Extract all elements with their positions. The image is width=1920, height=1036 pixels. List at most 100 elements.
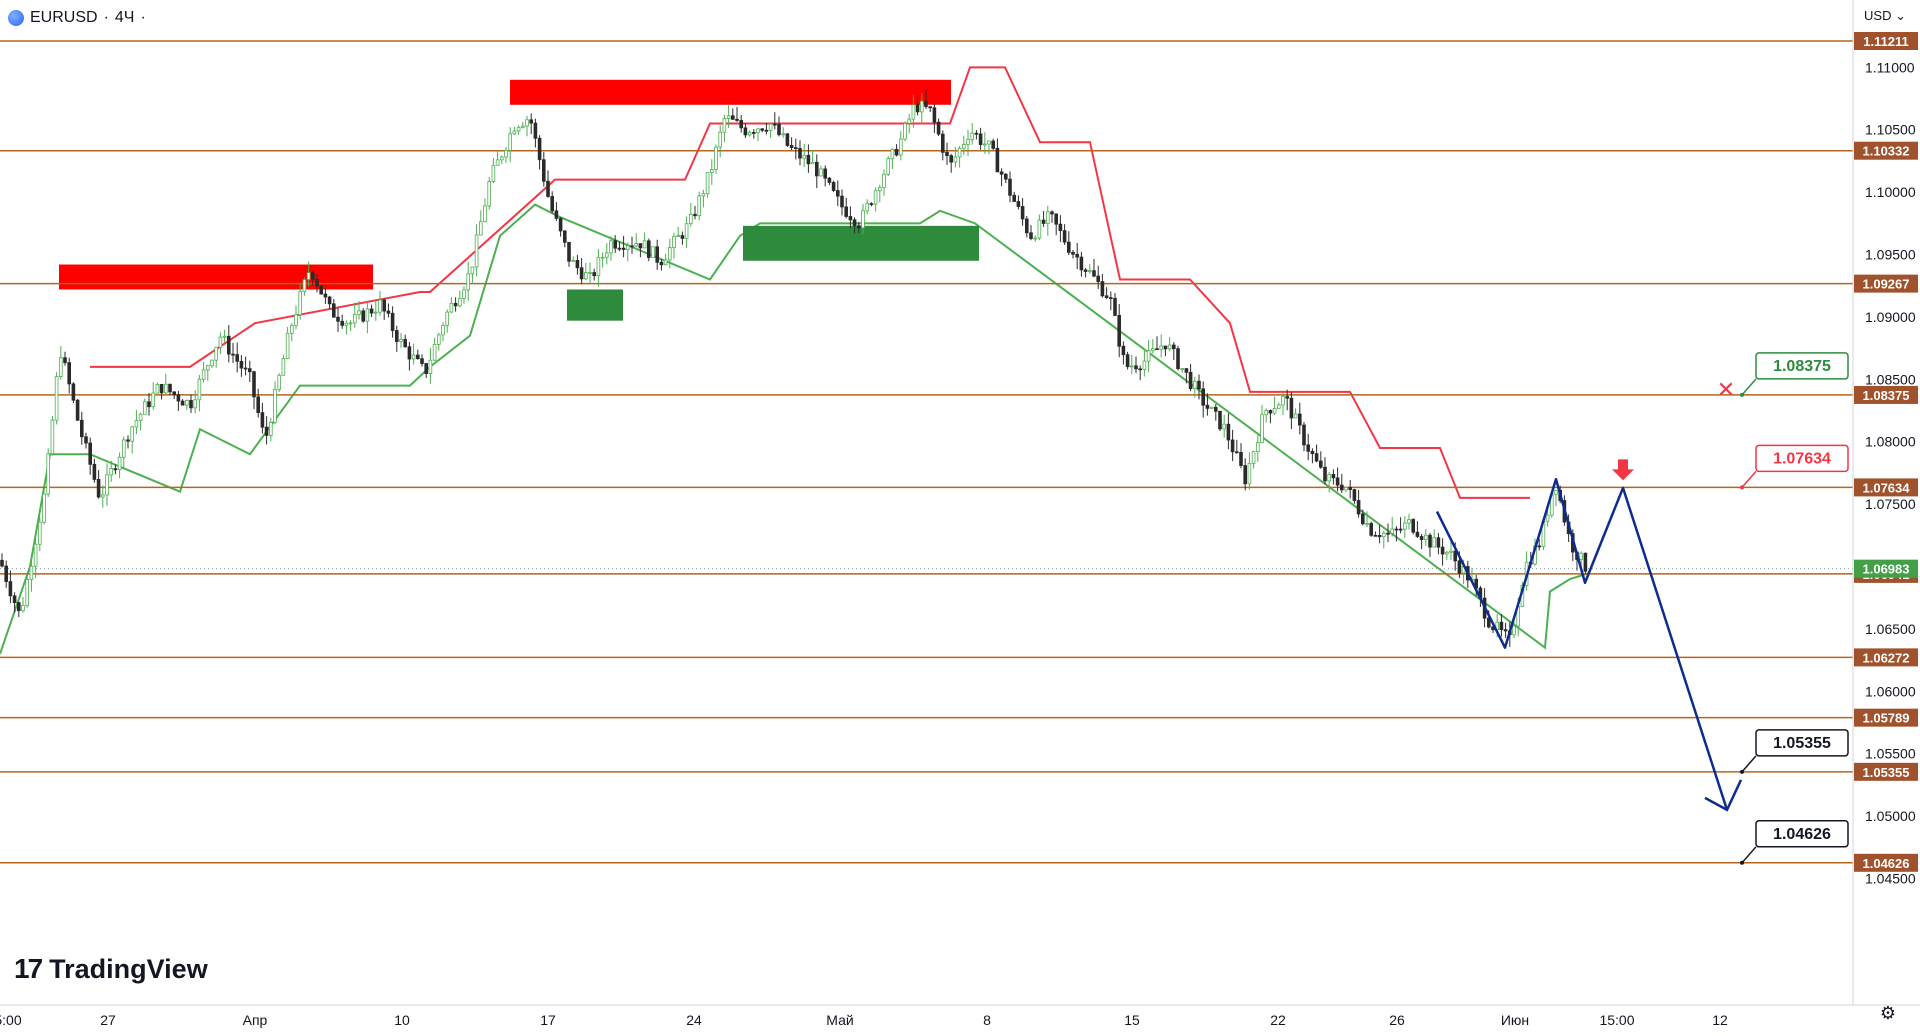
candle	[1138, 368, 1143, 371]
x-tick-label: 12	[1712, 1012, 1728, 1028]
x-tick-label: 8	[983, 1012, 991, 1028]
levels-layer: 1.11211 1.10332 1.09267 1.08375 1.07634 1.069…	[0, 32, 1918, 872]
level-label: 1.05355	[1863, 765, 1910, 780]
candle	[331, 303, 336, 318]
annotation-box	[1755, 444, 1849, 473]
candle	[399, 339, 403, 342]
candle	[722, 118, 727, 133]
candle	[567, 241, 571, 262]
candle	[945, 151, 949, 157]
candle	[67, 362, 72, 385]
candle	[96, 479, 101, 498]
candle	[432, 344, 437, 361]
candle	[1411, 519, 1416, 533]
candle	[659, 261, 664, 266]
logo-text: TradingView	[49, 953, 208, 984]
candle	[873, 190, 878, 205]
annotation-label: 1.04626	[1773, 826, 1831, 843]
candle	[386, 310, 391, 314]
candle	[38, 521, 42, 545]
y-tick-label: 1.08000	[1865, 434, 1916, 450]
candle	[1012, 194, 1016, 202]
candle	[1167, 344, 1172, 350]
level-label: 1.09267	[1863, 277, 1910, 292]
y-tick-label: 1.04500	[1865, 871, 1916, 887]
candle	[714, 146, 718, 170]
candle	[1075, 253, 1080, 258]
candle	[205, 365, 210, 371]
candle	[411, 354, 416, 360]
candle	[168, 383, 172, 393]
currency-selector[interactable]: USD ⌄	[1864, 8, 1906, 24]
settings-icon[interactable]: ⚙	[1879, 1003, 1896, 1023]
candle	[247, 368, 252, 373]
candle	[336, 316, 340, 322]
candle	[42, 493, 46, 523]
candle	[1499, 621, 1504, 631]
candle	[575, 260, 580, 269]
resistance-zone	[59, 264, 373, 290]
candle	[16, 602, 21, 612]
candle	[1281, 396, 1285, 406]
candle	[710, 169, 714, 174]
candle	[1041, 219, 1046, 224]
y-tick-label: 1.08500	[1865, 371, 1916, 387]
candle	[848, 216, 853, 221]
chart-header[interactable]: EURUSD · 4Ч ·	[8, 6, 146, 30]
candle	[113, 468, 118, 471]
candle	[1193, 380, 1197, 390]
candle	[243, 367, 248, 370]
candle	[529, 119, 533, 124]
candle	[105, 474, 109, 496]
candle	[1159, 345, 1164, 350]
candle	[642, 240, 647, 249]
candle	[1142, 360, 1147, 370]
candle	[499, 156, 504, 161]
candle	[1323, 466, 1327, 482]
candle	[323, 293, 328, 298]
candle	[1352, 489, 1357, 501]
candle	[1214, 406, 1218, 412]
candle	[189, 400, 193, 409]
candle	[340, 320, 344, 326]
candle	[1314, 453, 1319, 462]
x-tick-label: Апр	[243, 1012, 268, 1028]
level-label-bg	[1854, 708, 1918, 727]
candle	[197, 378, 202, 401]
candle	[407, 346, 412, 360]
candle	[512, 130, 517, 135]
candle	[949, 155, 953, 163]
candle	[122, 439, 126, 458]
candle	[155, 384, 160, 394]
globe-icon	[8, 10, 24, 26]
candle	[277, 374, 281, 390]
symbol-label[interactable]: EURUSD	[30, 9, 98, 26]
price-axis: 1.11000 1.10500 1.10000 1.09500 1.09000 1.085…	[1852, 0, 1916, 1005]
candle	[680, 235, 685, 239]
candle	[886, 158, 890, 175]
candle	[495, 159, 500, 166]
candle	[869, 203, 874, 206]
annotation-anchor	[1740, 485, 1744, 490]
interval-label[interactable]: 4Ч	[114, 9, 135, 26]
candle	[365, 308, 370, 322]
candle	[831, 182, 836, 191]
candle	[1134, 365, 1138, 370]
candle	[71, 383, 76, 401]
candle	[840, 195, 844, 208]
candle	[1289, 397, 1294, 419]
candle	[894, 148, 899, 156]
level-label: 1.11211	[1863, 34, 1909, 49]
tradingview-mark-icon: 17	[14, 953, 43, 984]
candle	[957, 147, 962, 158]
x-tick-label: 22	[1270, 1012, 1286, 1028]
candle	[344, 322, 349, 326]
annotation-label: 1.05355	[1773, 735, 1831, 752]
candle	[1583, 552, 1588, 572]
zones-layer	[59, 79, 979, 321]
level-label-bg	[1854, 648, 1918, 667]
candle	[21, 605, 25, 612]
candle	[760, 128, 764, 131]
candle	[718, 131, 722, 148]
